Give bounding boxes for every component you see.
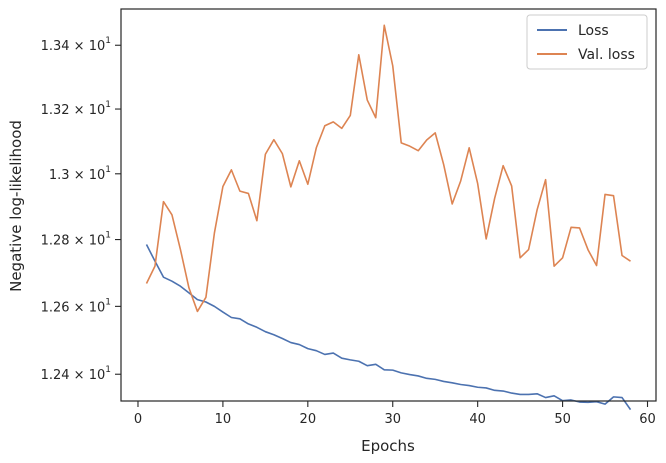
x-tick-label: 40 xyxy=(469,412,486,427)
y-tick-label: 1.26 × 101 xyxy=(41,297,111,315)
x-tick-label: 10 xyxy=(215,412,232,427)
series-line-val-loss xyxy=(145,24,631,313)
legend-label-val-loss: Val. loss xyxy=(578,47,635,63)
y-axis-label: Negative log-likelihood xyxy=(7,120,25,292)
x-tick-label: 0 xyxy=(134,412,142,427)
legend-frame xyxy=(526,14,648,70)
y-tick-label: 1.24 × 101 xyxy=(41,365,111,383)
x-tick-label: 30 xyxy=(384,412,401,427)
x-tick-label: 60 xyxy=(639,412,656,427)
legend: Loss Val. loss xyxy=(526,14,648,70)
y-tick-label: 1.28 × 101 xyxy=(41,231,111,249)
x-tick-label: 50 xyxy=(554,412,571,427)
plot-background xyxy=(121,9,656,401)
y-tick-label: 1.34 × 101 xyxy=(41,36,111,54)
legend-label-loss: Loss xyxy=(578,23,609,39)
x-tick-label: 20 xyxy=(300,412,317,427)
plot-frame xyxy=(120,8,657,402)
y-tick-label: 1.3 × 101 xyxy=(49,165,111,183)
x-axis-label: Epochs xyxy=(361,437,415,455)
y-tick-label: 1.32 × 101 xyxy=(41,100,111,118)
series-layer xyxy=(145,24,632,411)
series-line-loss xyxy=(145,244,632,411)
y-axis: 1.24 × 101 1.26 × 101 1.28 × 101 1.3 × 101 1… xyxy=(41,36,121,383)
x-axis: 0 10 20 30 40 50 60 xyxy=(134,401,656,427)
